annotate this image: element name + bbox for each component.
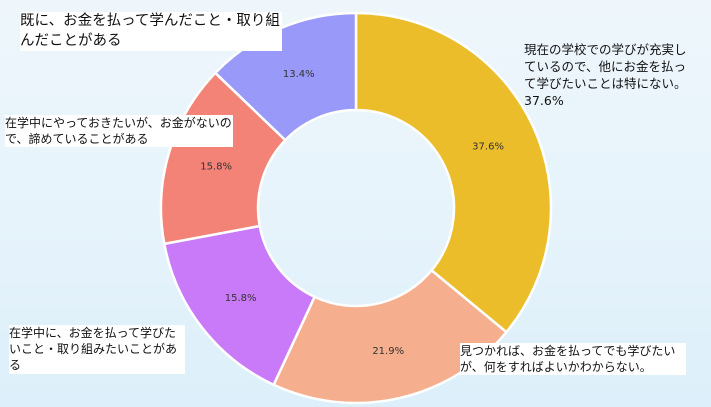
slice-value-want-to-learn: 15.8%: [225, 293, 257, 304]
slice-label-want-to-learn: 在学中に、お金を払って学びたいこと・取り組みたいことがある: [9, 325, 185, 374]
slice-satisfied: [354, 11, 553, 334]
slice-value-gave-up: 15.8%: [200, 162, 232, 173]
slice-label-dont-know-what: 見つかれば、お金を払ってでも学びたいが、何をすればよいかわからない。: [460, 343, 686, 376]
slice-value-dont-know-what: 21.9%: [372, 346, 404, 357]
slice-label-already-learned: 既に、お金を払って学んだこと・取り組んだことがある: [20, 12, 282, 52]
slice-dont-know-what: [272, 268, 509, 405]
slice-label-gave-up: 在学中にやっておきたいが、お金がないので、諦めていることがある: [5, 115, 233, 148]
slice-value-satisfied: 37.6%: [472, 141, 504, 152]
slice-label-satisfied: 現在の学校での学びが充実しているので、他にお金を払って学びたいことは特にない。3…: [524, 42, 687, 108]
slice-value-already-learned: 13.4%: [283, 69, 315, 80]
